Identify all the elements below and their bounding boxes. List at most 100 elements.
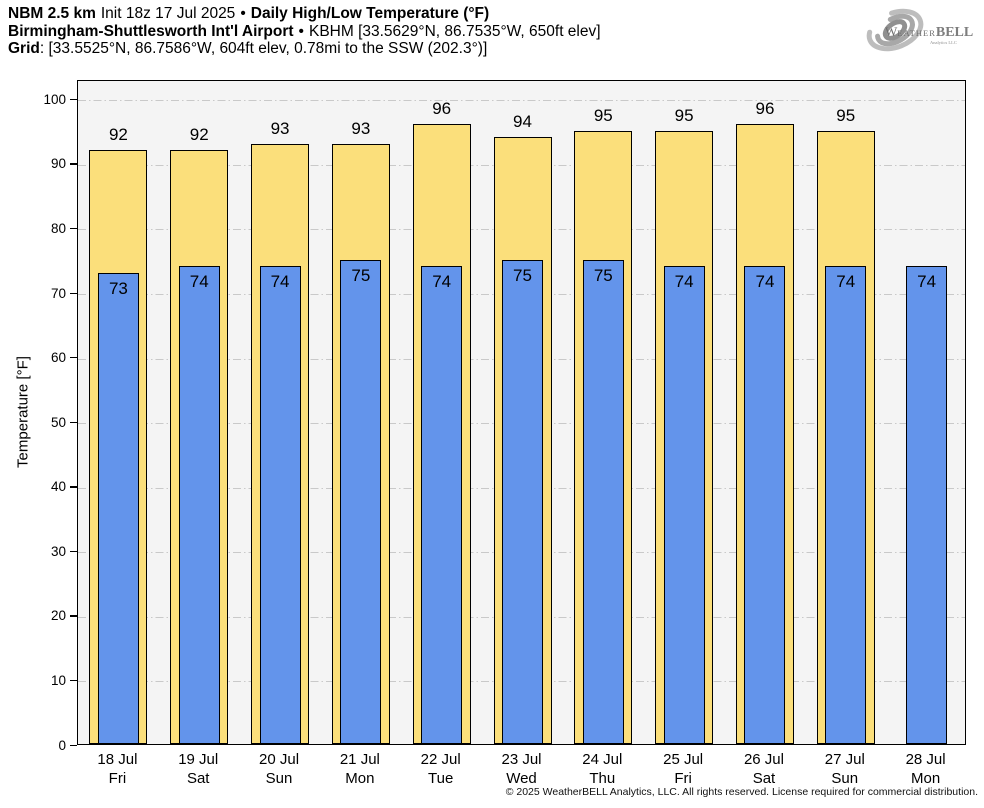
logo-subtitle: Analytics LLC	[930, 40, 957, 45]
x-axis-weekday: Wed	[506, 770, 537, 787]
y-axis-tick	[70, 98, 77, 101]
init-time: Init 18z 17 Jul 2025	[100, 5, 236, 22]
x-axis-day-label: 20 Jul Sun	[238, 750, 320, 788]
low-value-label: 74	[270, 272, 290, 292]
grid-info: : [33.5525°N, 86.7586°W, 604ft elev, 0.7…	[39, 40, 488, 57]
bullet-separator: •	[240, 5, 246, 22]
x-axis-weekday: Thu	[589, 770, 616, 787]
y-axis-tick-label: 90	[50, 156, 66, 172]
low-value-label: 75	[351, 265, 371, 285]
y-axis-tick	[70, 744, 77, 746]
low-value-label: 74	[755, 272, 775, 292]
grid-label: Grid	[8, 40, 40, 57]
y-axis-tick-label: 80	[50, 220, 66, 236]
hurricane-swirl-icon	[866, 8, 924, 52]
x-axis-day-label: 22 Jul Tue	[400, 750, 482, 788]
x-axis-day-label: 19 Jul Sat	[157, 750, 239, 788]
x-axis-weekday: Sun	[265, 770, 293, 787]
low-bar	[744, 266, 786, 744]
x-axis-day-label: 21 Jul Mon	[319, 750, 401, 788]
high-value-label: 92	[189, 125, 209, 145]
x-axis-day-label: 28 Jul Mon	[885, 750, 967, 788]
low-bar	[502, 259, 543, 744]
low-bar	[906, 266, 948, 744]
low-value-label: 74	[432, 272, 452, 292]
high-value-label: 93	[270, 118, 290, 138]
y-axis-tick-label: 100	[43, 91, 66, 107]
high-value-label: 95	[593, 105, 613, 125]
high-value-label: 95	[674, 105, 694, 125]
x-axis-day-label: 24 Jul Thu	[561, 750, 643, 788]
y-axis-title: Temperature [°F]	[14, 356, 32, 468]
low-value-label: 74	[836, 272, 856, 292]
x-axis-date: 26 Jul	[743, 751, 784, 768]
y-axis-tick-label: 40	[50, 479, 66, 495]
header-line-2: Birmingham-Shuttlesworth Int'l Airport • K…	[8, 23, 601, 41]
high-value-label: 96	[755, 99, 775, 119]
x-axis-weekday: Sat	[186, 770, 210, 787]
x-axis-weekday: Sat	[752, 770, 776, 787]
y-axis-tick-label: 20	[50, 608, 66, 624]
y-axis-tick	[70, 357, 77, 359]
weatherbell-logo: WEATHERBELL Analytics LLC	[866, 8, 973, 52]
x-axis-weekday: Fri	[108, 770, 127, 787]
low-value-label: 74	[674, 272, 694, 292]
gridline	[78, 100, 965, 102]
x-axis-weekday: Fri	[674, 770, 692, 787]
x-axis-day-label: 27 Jul Sun	[804, 750, 886, 788]
low-bar	[825, 266, 867, 744]
y-axis-tick	[70, 421, 77, 423]
x-axis-day-label: 25 Jul Fri	[642, 750, 724, 788]
x-axis-date: 22 Jul	[420, 751, 461, 768]
model-name: NBM 2.5 km	[8, 5, 96, 22]
low-bar	[663, 266, 705, 744]
low-value-label: 75	[513, 265, 532, 285]
y-axis-tick-label: 30	[50, 543, 66, 559]
x-axis-date: 27 Jul	[824, 751, 865, 768]
high-value-label: 96	[432, 99, 452, 119]
chart-header: NBM 2.5 km Init 18z 17 Jul 2025 • Daily Hig…	[8, 5, 601, 58]
station-name: Birmingham-Shuttlesworth Int'l Airport	[8, 22, 294, 40]
x-axis-date: 25 Jul	[663, 751, 704, 768]
y-axis-tick-label: 10	[50, 672, 66, 688]
y-axis-tick	[70, 292, 77, 294]
x-axis-day-label: 23 Jul Wed	[481, 750, 563, 788]
x-axis-day-label: 26 Jul Sat	[723, 750, 805, 788]
y-axis-tick-label: 60	[50, 350, 66, 366]
high-value-label: 93	[351, 118, 371, 138]
low-value-label: 74	[917, 272, 937, 292]
x-axis-date: 20 Jul	[259, 751, 300, 768]
y-axis-tick	[70, 227, 77, 230]
header-line-1: NBM 2.5 km Init 18z 17 Jul 2025 • Daily Hig…	[8, 5, 601, 23]
header-line-3: Grid: [33.5525°N, 86.7586°W, 604ft elev,…	[8, 40, 601, 58]
bullet-separator: •	[298, 22, 304, 40]
low-bar	[178, 266, 220, 744]
y-axis-tick-label: 70	[50, 285, 66, 301]
x-axis-date: 19 Jul	[178, 751, 219, 768]
low-bar	[421, 266, 463, 744]
copyright-notice: © 2025 WeatherBELL Analytics, LLC. All r…	[505, 786, 978, 798]
low-bar	[582, 259, 624, 744]
low-value-label: 73	[108, 278, 128, 298]
y-axis-tick	[70, 486, 77, 488]
y-axis-tick-label: 50	[50, 414, 66, 430]
x-axis-weekday: Mon	[910, 770, 941, 787]
x-axis-weekday: Sun	[831, 770, 859, 787]
station-info: KBHM [33.5629°N, 86.7535°W, 650ft elev]	[308, 22, 601, 40]
x-axis-weekday: Mon	[345, 770, 375, 787]
x-axis-weekday: Tue	[428, 770, 454, 787]
low-value-label: 74	[189, 272, 209, 292]
product-title: Daily High/Low Temperature (°F)	[250, 5, 490, 22]
y-axis-tick	[70, 679, 77, 682]
x-axis-date: 24 Jul	[582, 751, 623, 768]
y-axis-tick	[70, 550, 77, 553]
y-axis-tick	[70, 615, 77, 617]
x-axis-day-label: 18 Jul Fri	[76, 750, 158, 788]
low-bar	[340, 259, 382, 744]
low-value-label: 75	[593, 265, 613, 285]
low-bar	[259, 266, 301, 744]
high-value-label: 92	[108, 125, 128, 145]
high-value-label: 94	[513, 112, 532, 132]
